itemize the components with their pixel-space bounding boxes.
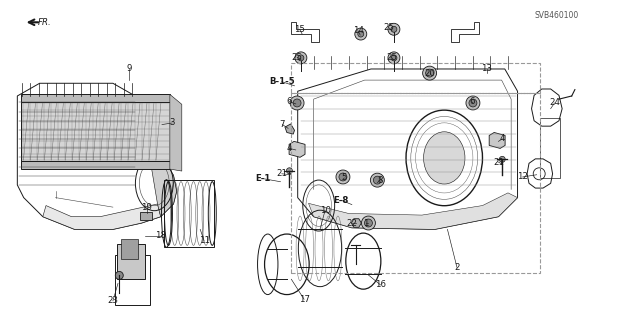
Text: 6: 6 — [469, 97, 474, 106]
Text: E-8: E-8 — [333, 196, 349, 205]
Text: 11: 11 — [198, 236, 209, 245]
Bar — [140, 212, 152, 220]
Circle shape — [364, 219, 372, 227]
Polygon shape — [289, 141, 305, 157]
Circle shape — [355, 28, 367, 40]
Text: 9: 9 — [126, 64, 132, 73]
Circle shape — [287, 168, 292, 174]
Text: 25: 25 — [386, 53, 397, 62]
Text: 1: 1 — [363, 219, 369, 227]
Bar — [291, 93, 540, 273]
Text: 24: 24 — [549, 99, 560, 108]
Circle shape — [115, 271, 124, 279]
Text: 17: 17 — [299, 295, 310, 304]
Polygon shape — [489, 132, 505, 148]
Text: 6: 6 — [287, 97, 292, 106]
Ellipse shape — [424, 132, 465, 184]
Text: 21: 21 — [276, 169, 287, 178]
Text: 15: 15 — [294, 25, 305, 34]
Text: 12: 12 — [517, 173, 528, 182]
Text: 4: 4 — [499, 134, 505, 143]
Text: 21: 21 — [493, 158, 504, 167]
Circle shape — [362, 216, 376, 230]
Bar — [540, 118, 560, 178]
Text: 3: 3 — [170, 118, 175, 128]
Bar — [291, 63, 540, 93]
Text: 16: 16 — [375, 280, 386, 289]
Text: 20: 20 — [424, 69, 435, 78]
Bar — [20, 102, 170, 161]
Circle shape — [371, 173, 384, 187]
Text: 8: 8 — [377, 176, 383, 185]
Circle shape — [422, 66, 436, 80]
Text: FR.: FR. — [38, 18, 52, 27]
Circle shape — [298, 55, 304, 61]
Circle shape — [339, 173, 347, 181]
Polygon shape — [285, 124, 294, 134]
Text: 13: 13 — [481, 64, 492, 73]
Text: 25: 25 — [383, 23, 394, 32]
Text: 22: 22 — [346, 219, 357, 227]
Circle shape — [336, 170, 350, 184]
Bar — [115, 255, 150, 305]
Polygon shape — [170, 94, 182, 171]
Text: 18: 18 — [155, 231, 166, 240]
Circle shape — [358, 31, 364, 37]
Bar — [20, 94, 170, 102]
Circle shape — [466, 96, 480, 110]
Bar — [164, 180, 214, 247]
Circle shape — [373, 176, 381, 184]
Circle shape — [293, 99, 301, 107]
Text: 23: 23 — [108, 296, 118, 305]
Text: E-1: E-1 — [255, 174, 270, 183]
Circle shape — [426, 69, 433, 77]
Circle shape — [388, 23, 400, 35]
Circle shape — [295, 52, 307, 64]
Bar — [120, 239, 138, 259]
Text: 14: 14 — [353, 26, 364, 35]
Text: 2: 2 — [454, 263, 460, 272]
Text: 5: 5 — [342, 174, 347, 182]
Circle shape — [290, 96, 304, 110]
Bar — [117, 244, 145, 278]
Polygon shape — [351, 219, 362, 227]
Circle shape — [469, 99, 477, 107]
Polygon shape — [43, 204, 161, 229]
Text: SVB460100: SVB460100 — [535, 11, 579, 20]
Text: 25: 25 — [292, 53, 303, 62]
Polygon shape — [308, 193, 518, 229]
Text: 19: 19 — [141, 203, 152, 211]
Text: 10: 10 — [319, 206, 331, 215]
Circle shape — [391, 26, 397, 32]
Text: 4: 4 — [287, 144, 292, 153]
Text: B-1-5: B-1-5 — [269, 77, 294, 86]
Bar — [20, 161, 170, 169]
Text: 7: 7 — [280, 120, 285, 129]
Circle shape — [388, 52, 400, 64]
Circle shape — [499, 156, 505, 162]
Circle shape — [391, 55, 397, 61]
Polygon shape — [135, 96, 177, 217]
